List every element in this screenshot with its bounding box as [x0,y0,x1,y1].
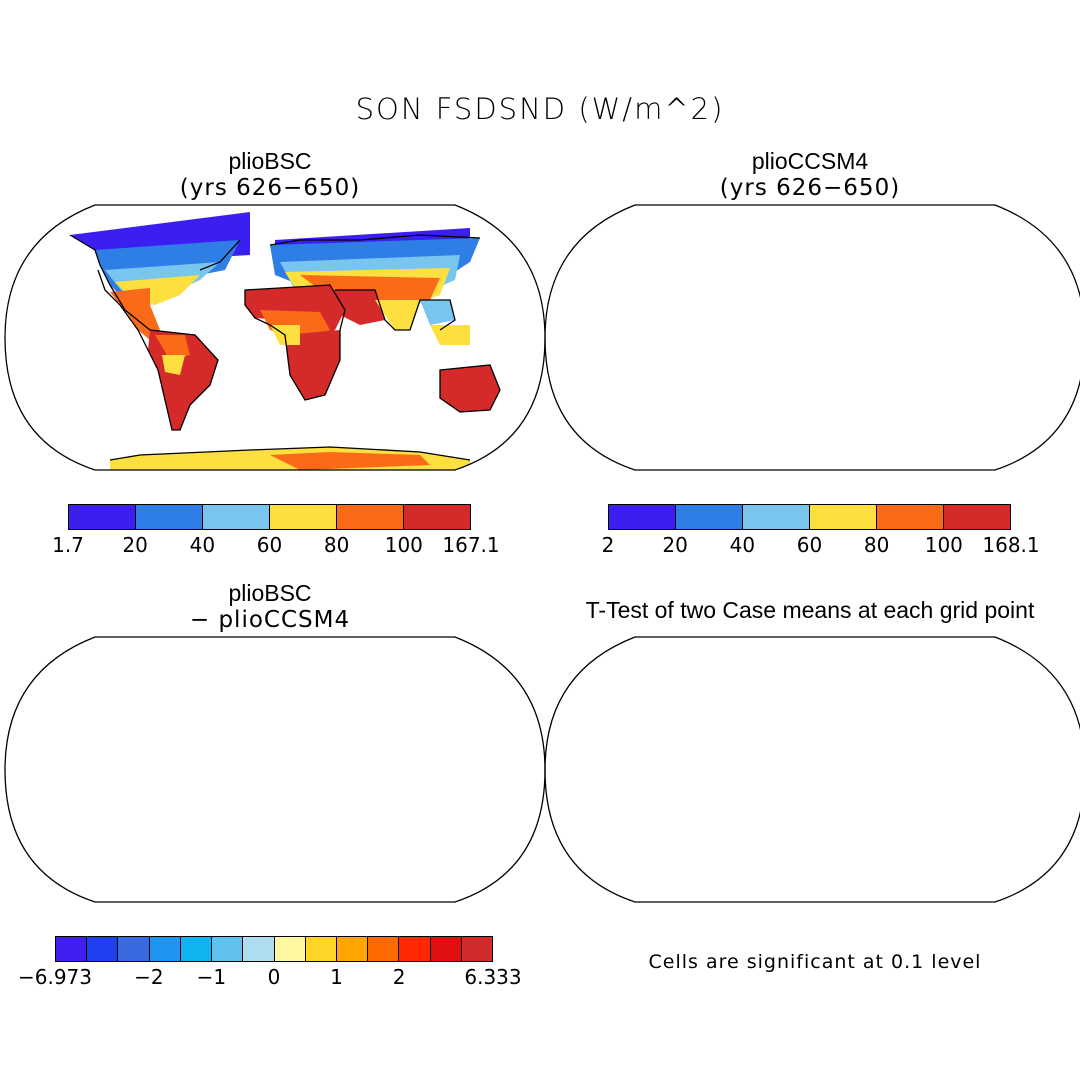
colorbar-tick-label: 60 [796,533,823,557]
colorbar-swatch [676,505,743,529]
colorbar-swatch [212,937,244,961]
colorbar-top-right: 2 20 40 60 80 100 168.1 [602,504,1040,557]
colorbar-tick-label: 80 [323,533,350,557]
colorbar-swatch [149,937,181,961]
colorbar-swatch [404,505,470,529]
colorbar-tick-label: 2 [601,533,615,557]
colorbar-swatch [944,505,1010,529]
colorbar-swatch [368,937,400,961]
colorbar-tick-label: 20 [122,533,148,557]
colorbar-swatch [56,937,88,961]
colorbar-bottom-left: −6.973 −2 −1 0 1 2 6.333 [18,936,522,989]
colorbar-swatch [69,505,136,529]
colorbar-tick-label: 167.1 [442,533,500,557]
colorbar-tick-label: −6.973 [17,965,93,989]
panel-subtitle-top-right: (yrs 626−650) [719,175,901,201]
map-border-top-left [4,204,546,471]
colorbar-tick-label: 2 [392,965,406,989]
panel-title-top-left: plioBSC [228,148,312,174]
colorbar-swatch [337,505,404,529]
colorbar-tick-label: −2 [134,965,164,989]
colorbar-swatch [430,937,462,961]
colorbar-tick-label: 20 [662,533,688,557]
significance-note: Cells are significant at 0.1 level [648,951,982,973]
colorbar-tick-label: 60 [256,533,283,557]
colorbar-swatch [877,505,944,529]
panel-title-bottom-right: T-Test of two Case means at each grid po… [585,597,1035,623]
map-panel-top-right [540,200,1080,480]
colorbar-swatch [243,937,275,961]
map-panel-top-left [5,205,545,470]
panel-title-bottom-left: plioBSC [228,580,312,606]
significant-cells [640,664,970,902]
colorbar-tick-label: 80 [863,533,890,557]
colorbar-top-left: 1.7 20 40 60 80 100 167.1 [52,504,500,557]
colorbar-swatch [399,937,431,961]
colorbar-swatch [336,937,369,961]
panel-subtitle-bottom-left: − plioCCSM4 [189,607,351,633]
map-border-top-right [544,204,1080,471]
colorbar-swatch [743,505,810,529]
colorbar-tick-label: 0 [267,965,281,989]
colorbar-tick-label: 1.7 [52,533,84,557]
colorbar-swatch [136,505,203,529]
colorbar-swatch [87,937,119,961]
colorbar-tick-label: 6.333 [464,965,522,989]
colorbar-swatch [270,505,337,529]
map-panel-bottom-left [0,632,550,912]
map-border-bottom-right [544,636,1080,903]
colorbar-swatch [203,505,270,529]
colorbar-tick-label: 40 [189,533,216,557]
colorbar-tick-label: −1 [196,965,227,989]
panel-title-top-right: plioCCSM4 [751,148,869,174]
figure-title: SON FSDSND (W/m^2) [355,92,725,126]
map-border-bottom-left [4,636,546,903]
colorbar-tick-label: 100 [384,533,423,557]
colorbar-tick-label: 168.1 [982,533,1040,557]
colorbar-swatch [305,937,337,961]
colorbar-tick-label: 40 [729,533,756,557]
map-panel-bottom-right [540,632,1080,912]
colorbar-swatch [180,937,213,961]
colorbar-swatch [461,937,493,961]
colorbar-swatch [118,937,150,961]
colorbar-tick-label: 100 [924,533,963,557]
colorbar-tick-label: 1 [330,965,343,989]
panel-subtitle-top-left: (yrs 626−650) [179,175,361,201]
colorbar-swatch [810,505,877,529]
colorbar-swatch [609,505,676,529]
colorbar-swatch [274,937,306,961]
